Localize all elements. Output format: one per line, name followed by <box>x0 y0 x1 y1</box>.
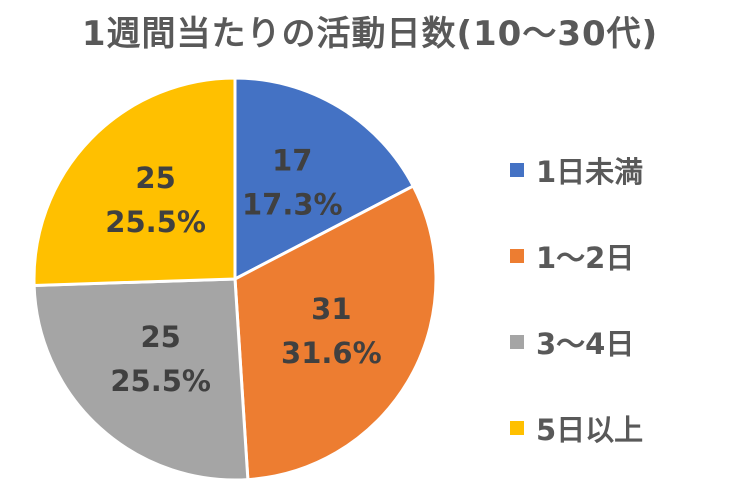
pie-slice-2 <box>233 184 438 482</box>
legend-swatch <box>510 335 524 349</box>
legend-label: 1～2日 <box>536 241 635 275</box>
pie-slice-4 <box>32 76 237 287</box>
legend-item: 3～4日 <box>510 322 643 362</box>
pie-slice-3 <box>32 277 250 482</box>
chart-title: 1週間当たりの活動日数(10～30代) <box>81 14 659 54</box>
slice-percent-label: 25.5% <box>105 205 206 239</box>
slice-value-label: 17 <box>272 143 312 177</box>
legend-item: 1～2日 <box>510 236 643 276</box>
pie-slice-1 <box>233 76 416 282</box>
legend-label: 1日未満 <box>536 155 644 189</box>
legend-swatch <box>510 421 524 435</box>
slice-value-label: 25 <box>135 161 175 195</box>
slice-percent-label: 31.6% <box>281 336 382 370</box>
slice-percent-label: 17.3% <box>242 187 343 221</box>
legend-label: 5日以上 <box>536 413 644 447</box>
slice-value-label: 31 <box>311 292 351 326</box>
legend-label: 3～4日 <box>536 327 635 361</box>
chart-legend: 1日未満 1～2日 3～4日 5日以上 <box>510 150 643 494</box>
slice-percent-label: 25.5% <box>110 364 211 398</box>
legend-swatch <box>510 163 524 177</box>
legend-item: 1日未満 <box>510 150 643 190</box>
legend-swatch <box>510 249 524 263</box>
slice-value-label: 25 <box>140 320 180 354</box>
legend-item: 5日以上 <box>510 408 643 448</box>
